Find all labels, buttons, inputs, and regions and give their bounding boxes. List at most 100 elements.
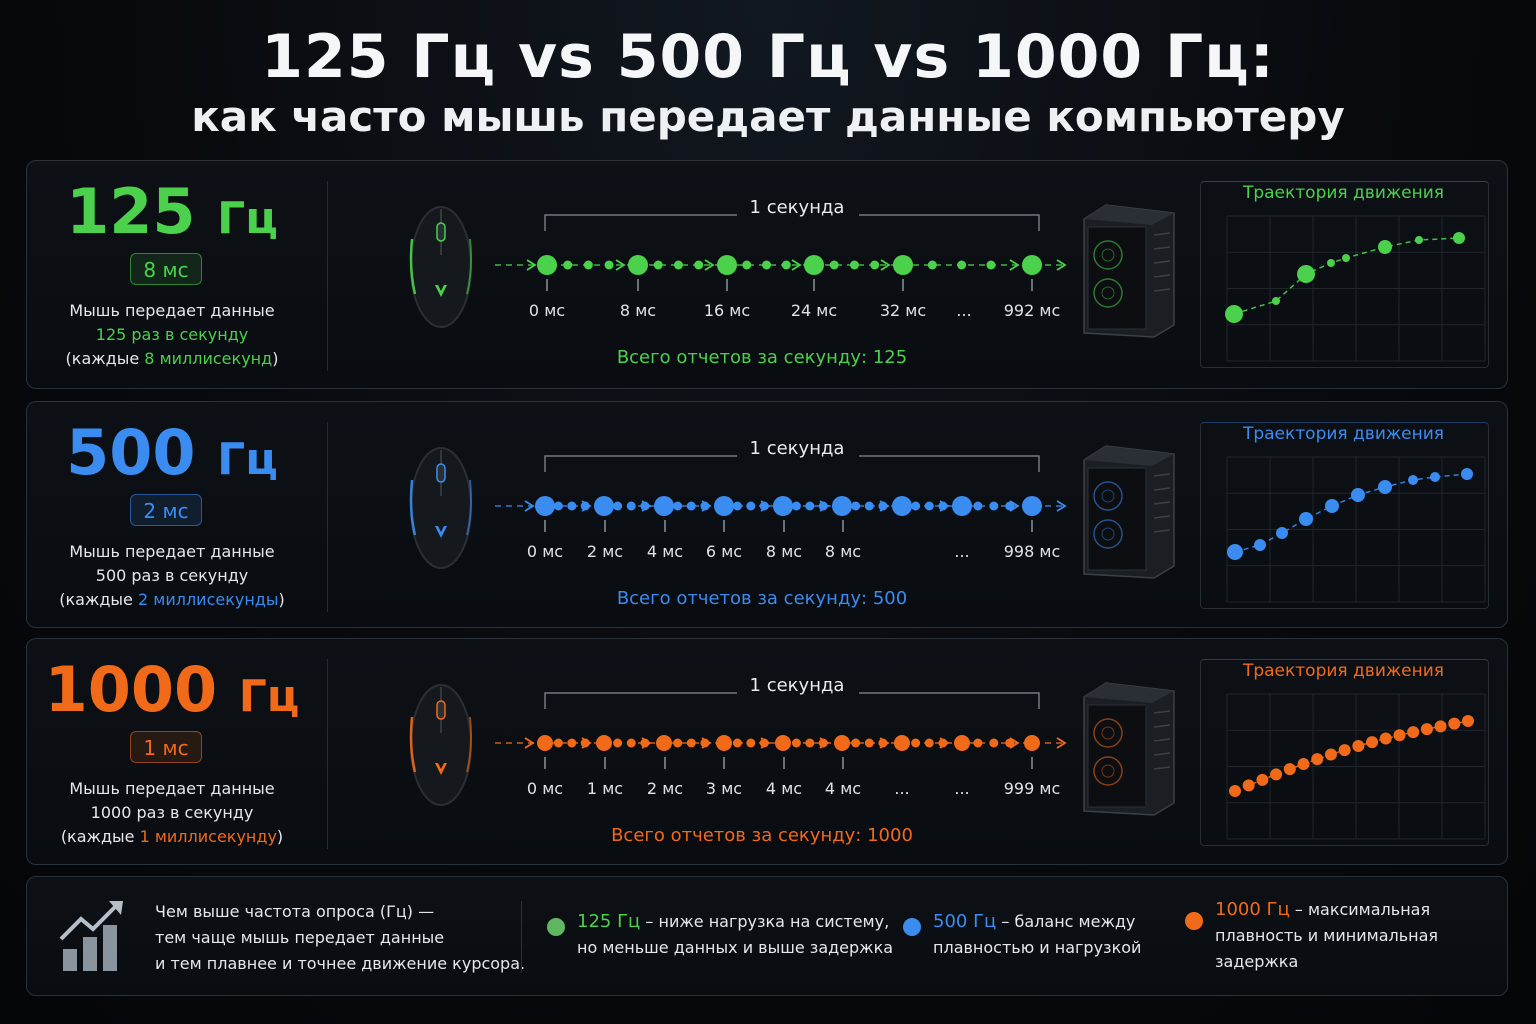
report-dot-minor [986,260,996,270]
timeline-diagram [409,204,1486,362]
report-dot-minor [694,260,704,270]
chart-growth-icon [59,901,123,971]
trajectory-point [1254,539,1266,551]
tick-label: 8 мс [619,301,657,320]
report-dot [535,496,555,516]
trajectory-title: Траектория движения [1242,424,1445,444]
report-dot-minor [818,738,828,748]
report-dot [1022,496,1042,516]
report-dot-minor [973,738,983,748]
report-dot [716,735,732,751]
hz-heading: 500 Гц [27,416,317,489]
arrow-head [526,259,537,271]
tick-label: ... [894,779,910,798]
report-dot [537,255,557,275]
one-second-label: 1 секунда [749,675,845,696]
report-dot [717,255,737,275]
timeline-diagram [409,682,1486,840]
summary-panel: Чем выше частота опроса (Гц) — тем чаще … [26,876,1508,996]
summary-divider [521,901,522,973]
report-dot-minor [583,260,593,270]
mouse-icon [409,206,472,328]
tick-label: 6 мс [705,542,743,561]
report-dot-minor [626,501,636,511]
summary-main: Чем выше частота опроса (Гц) — тем чаще … [155,902,526,973]
rate-description: Мышь передает данные 500 раз в секунду (ка… [59,542,285,609]
rate-description: Мышь передает данные 125 раз в секунду (ка… [65,301,279,368]
one-second-label: 1 секунда [749,438,845,459]
report-dot [596,735,612,751]
one-second-bracket [544,692,1040,709]
hz-heading: 125 Гц [27,175,317,248]
trajectory-point [1338,744,1351,757]
report-dot-minor [989,738,999,748]
hz-number: 1000 [44,653,218,726]
trajectory-point [1225,305,1243,323]
one-second-bracket [544,214,1040,231]
mouse-icon [409,684,472,806]
trajectory-point [1462,715,1474,727]
report-dot [894,735,910,751]
report-dot-minor [864,738,874,748]
report-dot-minor [938,738,948,748]
report-dot-minor [563,260,573,270]
report-dot-minor [938,501,948,511]
trajectory-plot [1225,215,1486,362]
report-dot [954,735,970,751]
report-dot-minor [989,501,999,511]
report-dot-minor [567,738,577,748]
rate-panel-500: 500 Гц 2 мс Мышь передает данные 500 раз в … [26,401,1508,628]
interval-badge: 8 мс [130,253,202,285]
trajectory-box [1200,659,1489,846]
tick-label: 1 мс [586,779,624,798]
report-dot-minor [762,260,772,270]
report-dot-minor [673,738,683,748]
hz-number: 125 [66,175,196,248]
tick-label: 16 мс [703,301,751,320]
trajectory-point [1420,723,1433,736]
interval-badge: 2 мс [130,494,202,526]
report-dot-minor [878,501,888,511]
arrow-head [704,259,715,271]
one-second-bracket [544,455,1040,472]
legend-item-500: 500 Гц – баланс между плавностью и нагру… [933,911,1142,957]
computer-case-icon [1083,204,1175,338]
report-dot-minor [924,738,934,748]
interval-badge: 1 мс [130,731,202,763]
report-dot-minor [791,501,801,511]
arrow-head [1056,500,1067,512]
trajectory-point [1272,297,1280,305]
trajectory-point [1434,720,1447,733]
report-dot [628,255,648,275]
report-dot-minor [673,260,683,270]
section-divider [327,659,328,849]
report-dot-minor [957,260,967,270]
tick-label: 3 мс [705,779,743,798]
report-dot [832,496,852,516]
trajectory-line [1234,473,1468,553]
report-dot-minor [973,501,983,511]
report-dot-minor [818,501,828,511]
trajectory-point [1297,758,1310,771]
report-dot-minor [746,738,756,748]
arrow-head [524,737,535,749]
report-dot-minor [781,260,791,270]
legend-dot-500 [903,918,921,936]
total-reports: Всего отчетов за секунду: 1000 [611,825,913,846]
report-dot-minor [700,738,710,748]
report-dot-minor [673,501,683,511]
report-dot [594,496,614,516]
report-dot [834,735,850,751]
hz-unit: Гц [217,193,278,244]
trajectory-point [1461,468,1473,480]
arrow-head [615,259,626,271]
report-dot-minor [870,260,880,270]
trajectory-point [1448,717,1461,730]
rate-description: Мышь передает данные 1000 раз в секунду (к… [60,779,284,846]
report-dot-minor [924,501,934,511]
report-dot-minor [759,501,769,511]
trajectory-point [1227,544,1243,560]
trajectory-point [1311,753,1324,766]
trajectory-point [1378,240,1392,254]
legend-dot-1000 [1185,912,1203,930]
